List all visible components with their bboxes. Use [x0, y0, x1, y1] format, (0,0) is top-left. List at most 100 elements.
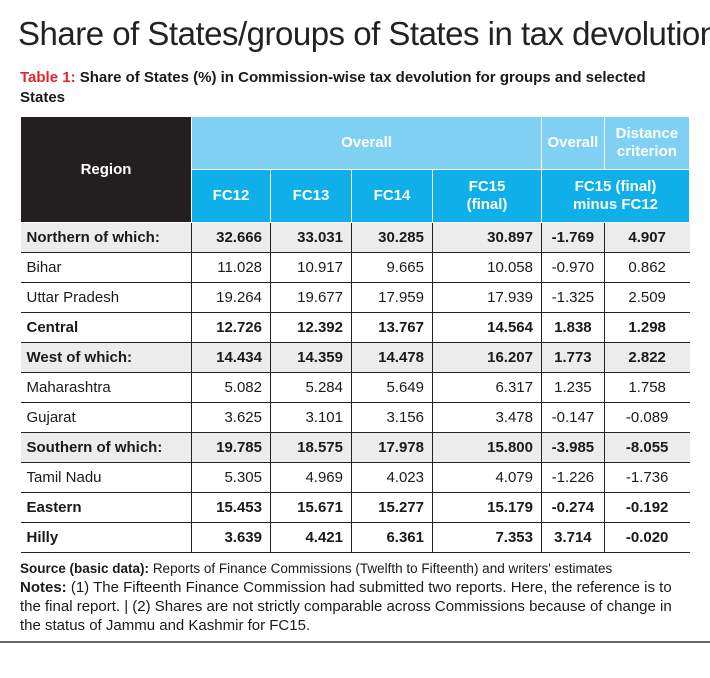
table-row: Gujarat 3.625 3.101 3.156 3.478 -0.147 -0.089	[20, 402, 690, 433]
cell-value: 17.978	[351, 432, 433, 463]
cell-value: 3.101	[270, 402, 352, 433]
source-label: Source (basic data):	[20, 561, 150, 576]
region-name: Eastern	[20, 492, 192, 523]
cell-value: -1.325	[541, 282, 605, 313]
cell-value: 9.665	[351, 252, 433, 283]
cell-value: 5.649	[351, 372, 433, 403]
table-row: Maharashtra 5.082 5.284 5.649 6.317 1.235 1.75…	[20, 372, 690, 403]
cell-value: 3.639	[191, 522, 271, 553]
cell-value: 19.785	[191, 432, 271, 463]
cell-value: -0.274	[541, 492, 605, 523]
cell-value: -0.970	[541, 252, 605, 283]
cell-value: -1.226	[541, 462, 605, 493]
region-name: Central	[20, 312, 192, 343]
cell-value: 18.575	[270, 432, 352, 463]
cell-value: 14.564	[432, 312, 542, 343]
header-fc12: FC12	[191, 169, 271, 223]
cell-value: 3.714	[541, 522, 605, 553]
cell-value: 7.353	[432, 522, 542, 553]
cell-value: 14.359	[270, 342, 352, 373]
table-caption-text: Share of States (%) in Commission-wise t…	[20, 69, 646, 106]
cell-value: 10.058	[432, 252, 542, 283]
table-row: Northern of which: 32.666 33.031 30.285 30.8…	[20, 222, 690, 253]
cell-value: -8.055	[603, 432, 690, 463]
cell-value: 1.298	[603, 312, 690, 343]
cell-value: -3.985	[541, 432, 605, 463]
region-name: Southern of which:	[20, 432, 192, 463]
region-name: Bihar	[20, 252, 192, 283]
cell-value: -0.020	[603, 522, 690, 553]
footnotes: Source (basic data): Reports of Finance …	[20, 559, 690, 635]
table-row: Tamil Nadu 5.305 4.969 4.023 4.079 -1.226 -1.7…	[20, 462, 690, 493]
cell-value: -0.089	[603, 402, 690, 433]
region-name: Uttar Pradesh	[20, 282, 192, 313]
page: Share of States/groups of States in tax …	[18, 15, 710, 635]
region-name: West of which:	[20, 342, 192, 373]
cell-value: 15.277	[351, 492, 433, 523]
cell-value: 12.726	[191, 312, 271, 343]
header-fc15: FC15 (final)	[432, 169, 542, 223]
header-fc13: FC13	[270, 169, 352, 223]
cell-value: 15.453	[191, 492, 271, 523]
cell-value: 17.959	[351, 282, 433, 313]
cell-value: 32.666	[191, 222, 271, 253]
cell-value: 3.156	[351, 402, 433, 433]
cell-value: 15.179	[432, 492, 542, 523]
cell-value: 11.028	[191, 252, 271, 283]
cell-value: 2.822	[603, 342, 690, 373]
cell-value: 4.969	[270, 462, 352, 493]
source-text: Reports of Finance Commissions (Twelfth …	[152, 561, 613, 576]
page-title: Share of States/groups of States in tax …	[18, 15, 710, 52]
cell-value: 0.862	[603, 252, 690, 283]
cell-value: -1.769	[541, 222, 605, 253]
header-fc14: FC14	[351, 169, 433, 223]
cell-value: 15.671	[270, 492, 352, 523]
cell-value: 3.478	[432, 402, 542, 433]
header-diff: FC15 (final) minus FC12	[541, 169, 690, 223]
bottom-rule	[0, 641, 710, 643]
table-row: Bihar 11.028 10.917 9.665 10.058 -0.970 0.862	[20, 252, 690, 283]
cell-value: 16.207	[432, 342, 542, 373]
cell-value: 1.235	[541, 372, 605, 403]
cell-value: 33.031	[270, 222, 352, 253]
table-caption: Table 1: Share of States (%) in Commissi…	[20, 68, 690, 108]
header-distance: Distance criterion	[603, 116, 691, 170]
cell-value: 14.434	[191, 342, 271, 373]
cell-value: 4.421	[270, 522, 352, 553]
cell-value: 4.023	[351, 462, 433, 493]
cell-value: 10.917	[270, 252, 352, 283]
cell-value: 3.625	[191, 402, 271, 433]
cell-value: 1.838	[541, 312, 605, 343]
region-name: Hilly	[20, 522, 192, 553]
notes-text: (1) The Fifteenth Finance Commission had…	[20, 579, 672, 634]
cell-value: 5.284	[270, 372, 352, 403]
cell-value: 4.907	[603, 222, 690, 253]
devolution-table: Region Overall Overall Distance criterio…	[20, 116, 691, 553]
region-name: Northern of which:	[20, 222, 192, 253]
table-row: Central 12.726 12.392 13.767 14.564 1.838 1.29…	[20, 312, 690, 343]
cell-value: 15.800	[432, 432, 542, 463]
source-note: Source (basic data): Reports of Finance …	[20, 559, 690, 578]
cell-value: 19.677	[270, 282, 352, 313]
cell-value: 12.392	[270, 312, 352, 343]
table-row: Southern of which: 19.785 18.575 17.978 15.8…	[20, 432, 690, 463]
cell-value: 4.079	[432, 462, 542, 493]
cell-value: 30.897	[432, 222, 542, 253]
table-row: West of which: 14.434 14.359 14.478 16.207 1.…	[20, 342, 690, 373]
cell-value: 13.767	[351, 312, 433, 343]
region-name: Gujarat	[20, 402, 192, 433]
cell-value: 2.509	[603, 282, 690, 313]
cell-value: -1.736	[603, 462, 690, 493]
cell-value: -0.147	[541, 402, 605, 433]
cell-value: 6.317	[432, 372, 542, 403]
cell-value: 5.305	[191, 462, 271, 493]
table-label: Table 1:	[20, 69, 76, 86]
table-row: Hilly 3.639 4.421 6.361 7.353 3.714 -0.020	[20, 522, 690, 553]
notes: Notes: (1) The Fifteenth Finance Commiss…	[20, 578, 690, 635]
notes-label: Notes:	[20, 579, 67, 596]
table-row: Eastern 15.453 15.671 15.277 15.179 -0.274 -0.…	[20, 492, 690, 523]
header-region: Region	[20, 116, 192, 223]
cell-value: 5.082	[191, 372, 271, 403]
cell-value: 14.478	[351, 342, 433, 373]
header-overall: Overall	[191, 116, 542, 170]
